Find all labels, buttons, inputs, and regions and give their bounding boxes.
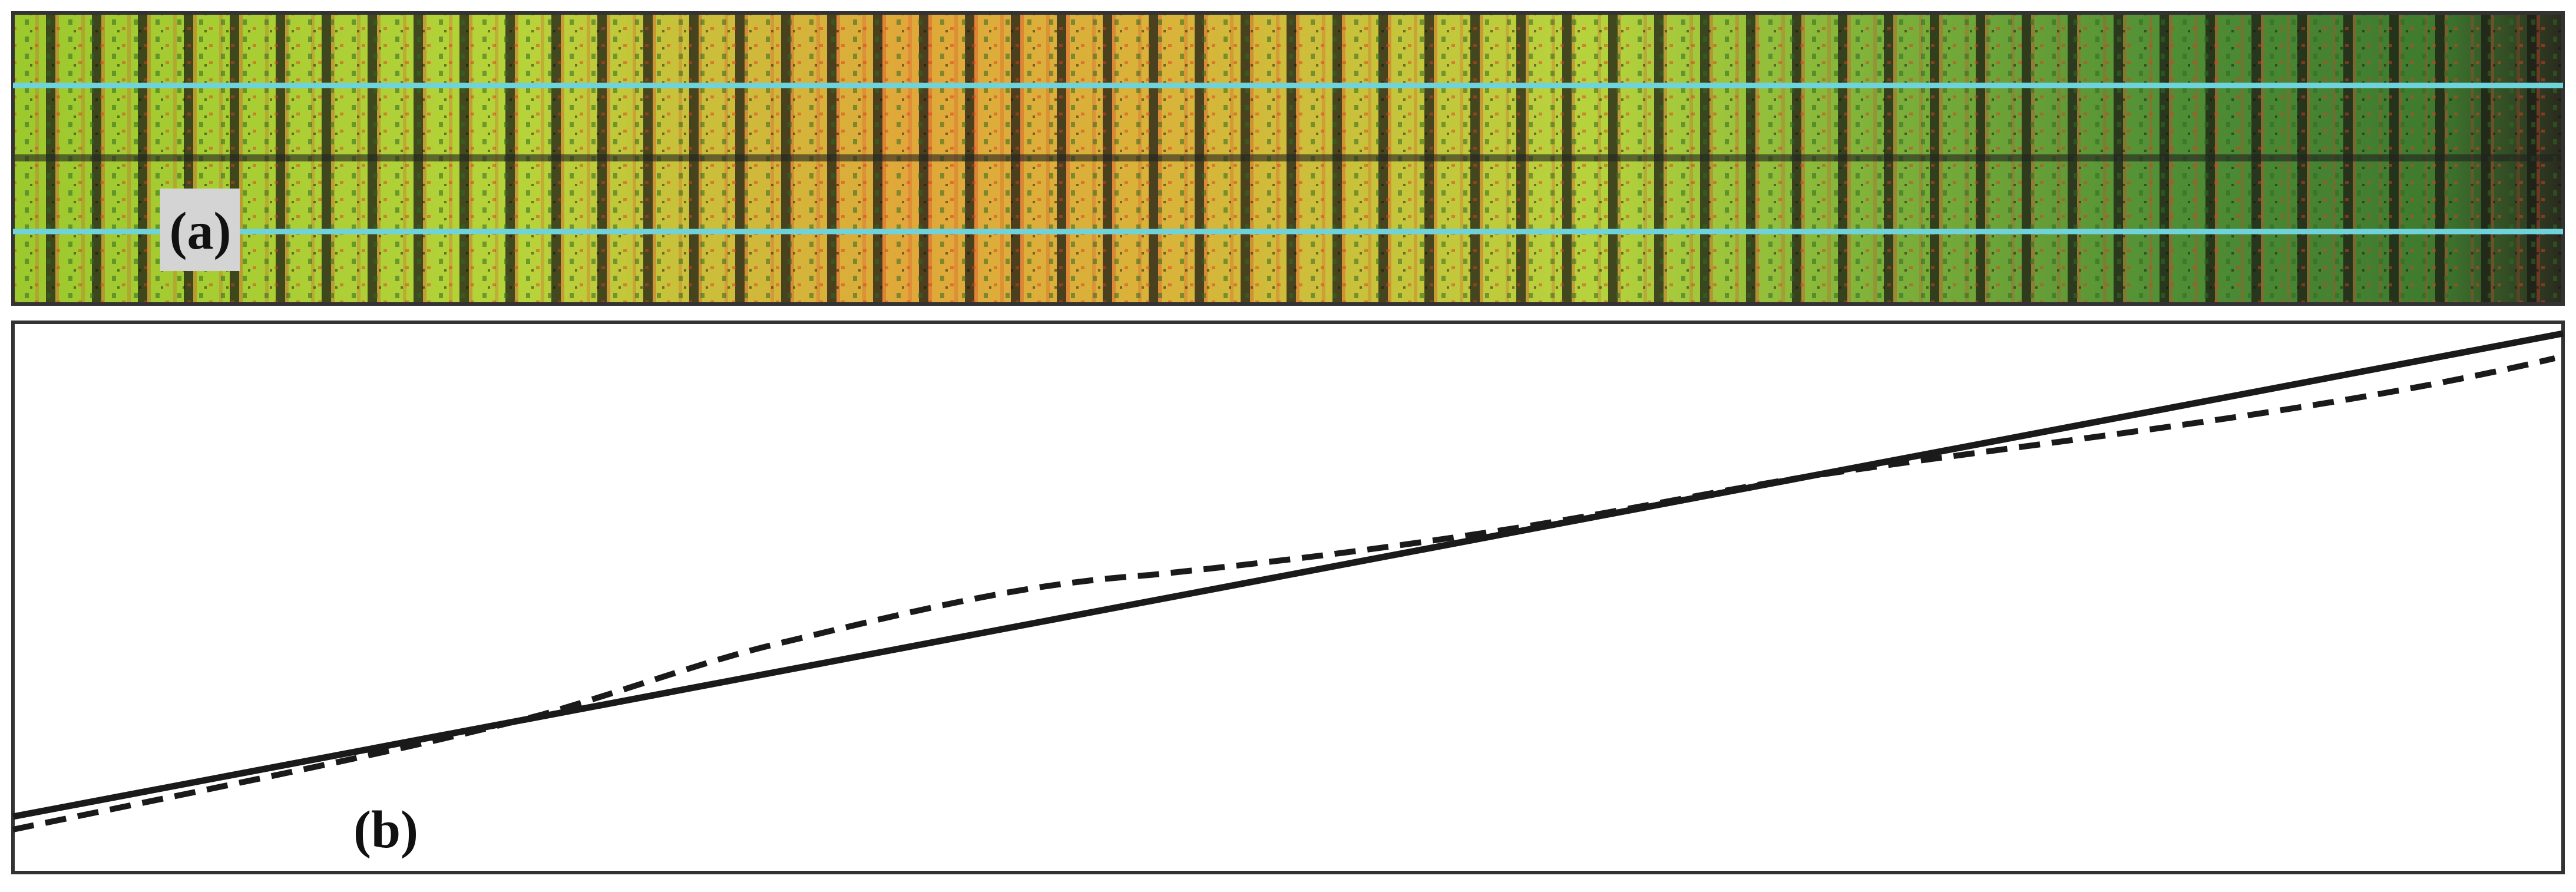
panel-a-border [11, 11, 2565, 306]
solid-line [12, 330, 2564, 820]
panel-a: (a) [11, 11, 2565, 306]
row-divider [13, 154, 2563, 161]
panel-label: (a) [170, 202, 232, 260]
panel-label: (b) [353, 801, 418, 859]
dashed-curve [12, 355, 2556, 832]
panel-b: (b) [11, 321, 2565, 874]
label-box [160, 189, 240, 271]
